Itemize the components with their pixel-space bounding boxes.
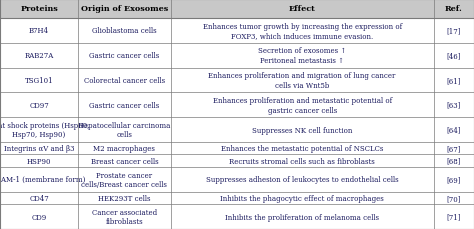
Text: Glioblastoma cells: Glioblastoma cells bbox=[92, 27, 157, 35]
Bar bbox=[0, 155, 474, 167]
Bar bbox=[0, 142, 474, 155]
Text: TSG101: TSG101 bbox=[25, 77, 54, 85]
Text: Prostate cancer
cells/Breast cancer cells: Prostate cancer cells/Breast cancer cell… bbox=[82, 171, 167, 188]
Text: [46]: [46] bbox=[447, 52, 461, 60]
Text: Gastric cancer cells: Gastric cancer cells bbox=[89, 101, 160, 109]
Bar bbox=[0, 192, 474, 204]
Text: M2 macrophages: M2 macrophages bbox=[93, 145, 155, 153]
Bar bbox=[0, 44, 474, 68]
Bar bbox=[0, 167, 474, 192]
Text: [71]: [71] bbox=[447, 213, 461, 221]
Text: Inhibits the proliferation of melanoma cells: Inhibits the proliferation of melanoma c… bbox=[225, 213, 379, 221]
Text: [61]: [61] bbox=[447, 77, 461, 85]
Text: [68]: [68] bbox=[447, 157, 461, 165]
Bar bbox=[0, 204, 474, 229]
Text: Enhances the metastatic potential of NSCLCs: Enhances the metastatic potential of NSC… bbox=[221, 145, 383, 153]
Text: HSP90: HSP90 bbox=[27, 157, 51, 165]
Text: B7H4: B7H4 bbox=[29, 27, 49, 35]
Text: [64]: [64] bbox=[447, 126, 461, 134]
Text: Secretion of exosomes ↑
Peritoneal metastasis ↑: Secretion of exosomes ↑ Peritoneal metas… bbox=[258, 47, 346, 65]
Text: Effect: Effect bbox=[289, 5, 316, 13]
Text: CD47: CD47 bbox=[29, 194, 49, 202]
Text: Inhibits the phagocytic effect of macrophages: Inhibits the phagocytic effect of macrop… bbox=[220, 194, 384, 202]
Text: [67]: [67] bbox=[447, 145, 461, 153]
Bar bbox=[0, 0, 474, 19]
Text: [70]: [70] bbox=[447, 194, 461, 202]
Bar bbox=[0, 118, 474, 142]
Text: [63]: [63] bbox=[447, 101, 461, 109]
Text: Origin of Exosomes: Origin of Exosomes bbox=[81, 5, 168, 13]
Text: Colorectal cancer cells: Colorectal cancer cells bbox=[84, 77, 165, 85]
Bar bbox=[0, 19, 474, 44]
Text: Gastric cancer cells: Gastric cancer cells bbox=[89, 52, 160, 60]
Text: Heat shock proteins (Hsp60,
Hsp70, Hsp90): Heat shock proteins (Hsp60, Hsp70, Hsp90… bbox=[0, 121, 90, 139]
Bar bbox=[0, 68, 474, 93]
Text: Integrins αV and β3: Integrins αV and β3 bbox=[4, 145, 74, 153]
Text: Cancer associated
fibroblasts: Cancer associated fibroblasts bbox=[92, 208, 157, 225]
Text: Breast cancer cells: Breast cancer cells bbox=[91, 157, 158, 165]
Text: Suppresses adhesion of leukocytes to endothelial cells: Suppresses adhesion of leukocytes to end… bbox=[206, 176, 399, 183]
Text: CD9: CD9 bbox=[31, 213, 47, 221]
Text: Proteins: Proteins bbox=[20, 5, 58, 13]
Text: HEK293T cells: HEK293T cells bbox=[98, 194, 151, 202]
Bar bbox=[0, 93, 474, 118]
Text: [17]: [17] bbox=[447, 27, 461, 35]
Text: Enhances proliferation and migration of lung cancer
cells via Wnt5b: Enhances proliferation and migration of … bbox=[209, 72, 396, 89]
Text: RAB27A: RAB27A bbox=[25, 52, 54, 60]
Text: CD97: CD97 bbox=[29, 101, 49, 109]
Text: Enhances tumor growth by increasing the expression of
FOXP3, which induces immun: Enhances tumor growth by increasing the … bbox=[202, 22, 402, 40]
Text: [69]: [69] bbox=[447, 176, 461, 183]
Text: Recruits stromal cells such as fibroblasts: Recruits stromal cells such as fibroblas… bbox=[229, 157, 375, 165]
Text: Suppresses NK cell function: Suppresses NK cell function bbox=[252, 126, 352, 134]
Text: Enhances proliferation and metastatic potential of
gastric cancer cells: Enhances proliferation and metastatic po… bbox=[212, 97, 392, 114]
Text: ICAM-1 (membrane form): ICAM-1 (membrane form) bbox=[0, 176, 85, 183]
Text: Ref.: Ref. bbox=[445, 5, 463, 13]
Text: Hepatocellular carcinoma
cells: Hepatocellular carcinoma cells bbox=[78, 121, 171, 139]
